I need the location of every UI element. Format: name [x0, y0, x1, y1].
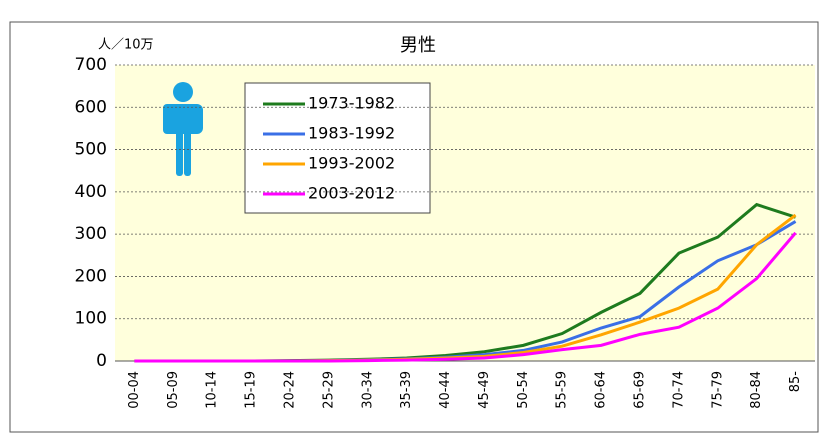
y-tick-label: 700: [75, 55, 107, 75]
x-tick-label: 30-34: [360, 371, 375, 409]
y-axis-label: 人／10万: [98, 38, 154, 53]
legend-label: 1973-1982: [308, 94, 395, 113]
x-tick-label: 70-74: [671, 371, 686, 409]
y-tick-label: 600: [75, 97, 107, 117]
y-tick-label: 100: [75, 309, 107, 329]
person-icon: [163, 82, 203, 176]
x-tick-label: 50-54: [516, 371, 531, 409]
plot-area: [115, 65, 815, 361]
x-tick-label: 85-: [788, 371, 803, 393]
x-tick-label: 05-09: [166, 371, 181, 409]
x-tick-label: 25-29: [321, 371, 336, 409]
y-tick-label: 400: [75, 182, 107, 202]
y-tick-label: 300: [75, 224, 107, 244]
x-tick-label: 10-14: [205, 371, 220, 409]
x-tick-label: 45-49: [477, 371, 492, 409]
legend-label: 2003-2012: [308, 184, 395, 203]
x-tick-label: 80-84: [749, 371, 764, 409]
y-tick-label: 0: [96, 351, 107, 371]
x-tick-label: 15-19: [244, 371, 259, 409]
series-line: [134, 231, 797, 363]
chart-title: 男性: [400, 35, 436, 56]
x-tick-label: 35-39: [399, 371, 414, 409]
x-tick-label: 60-64: [594, 371, 609, 409]
x-tick-label: 65-69: [633, 371, 648, 409]
legend-label: 1983-1992: [308, 124, 395, 143]
x-tick-label: 55-59: [555, 371, 570, 409]
x-tick-label: 40-44: [438, 371, 453, 409]
x-tick-label: 00-04: [127, 371, 142, 409]
legend-label: 1993-2002: [308, 154, 395, 173]
x-tick-label: 20-24: [283, 371, 298, 409]
y-tick-label: 500: [75, 140, 107, 160]
x-tick-label: 75-79: [710, 371, 725, 409]
y-tick-label: 200: [75, 266, 107, 286]
